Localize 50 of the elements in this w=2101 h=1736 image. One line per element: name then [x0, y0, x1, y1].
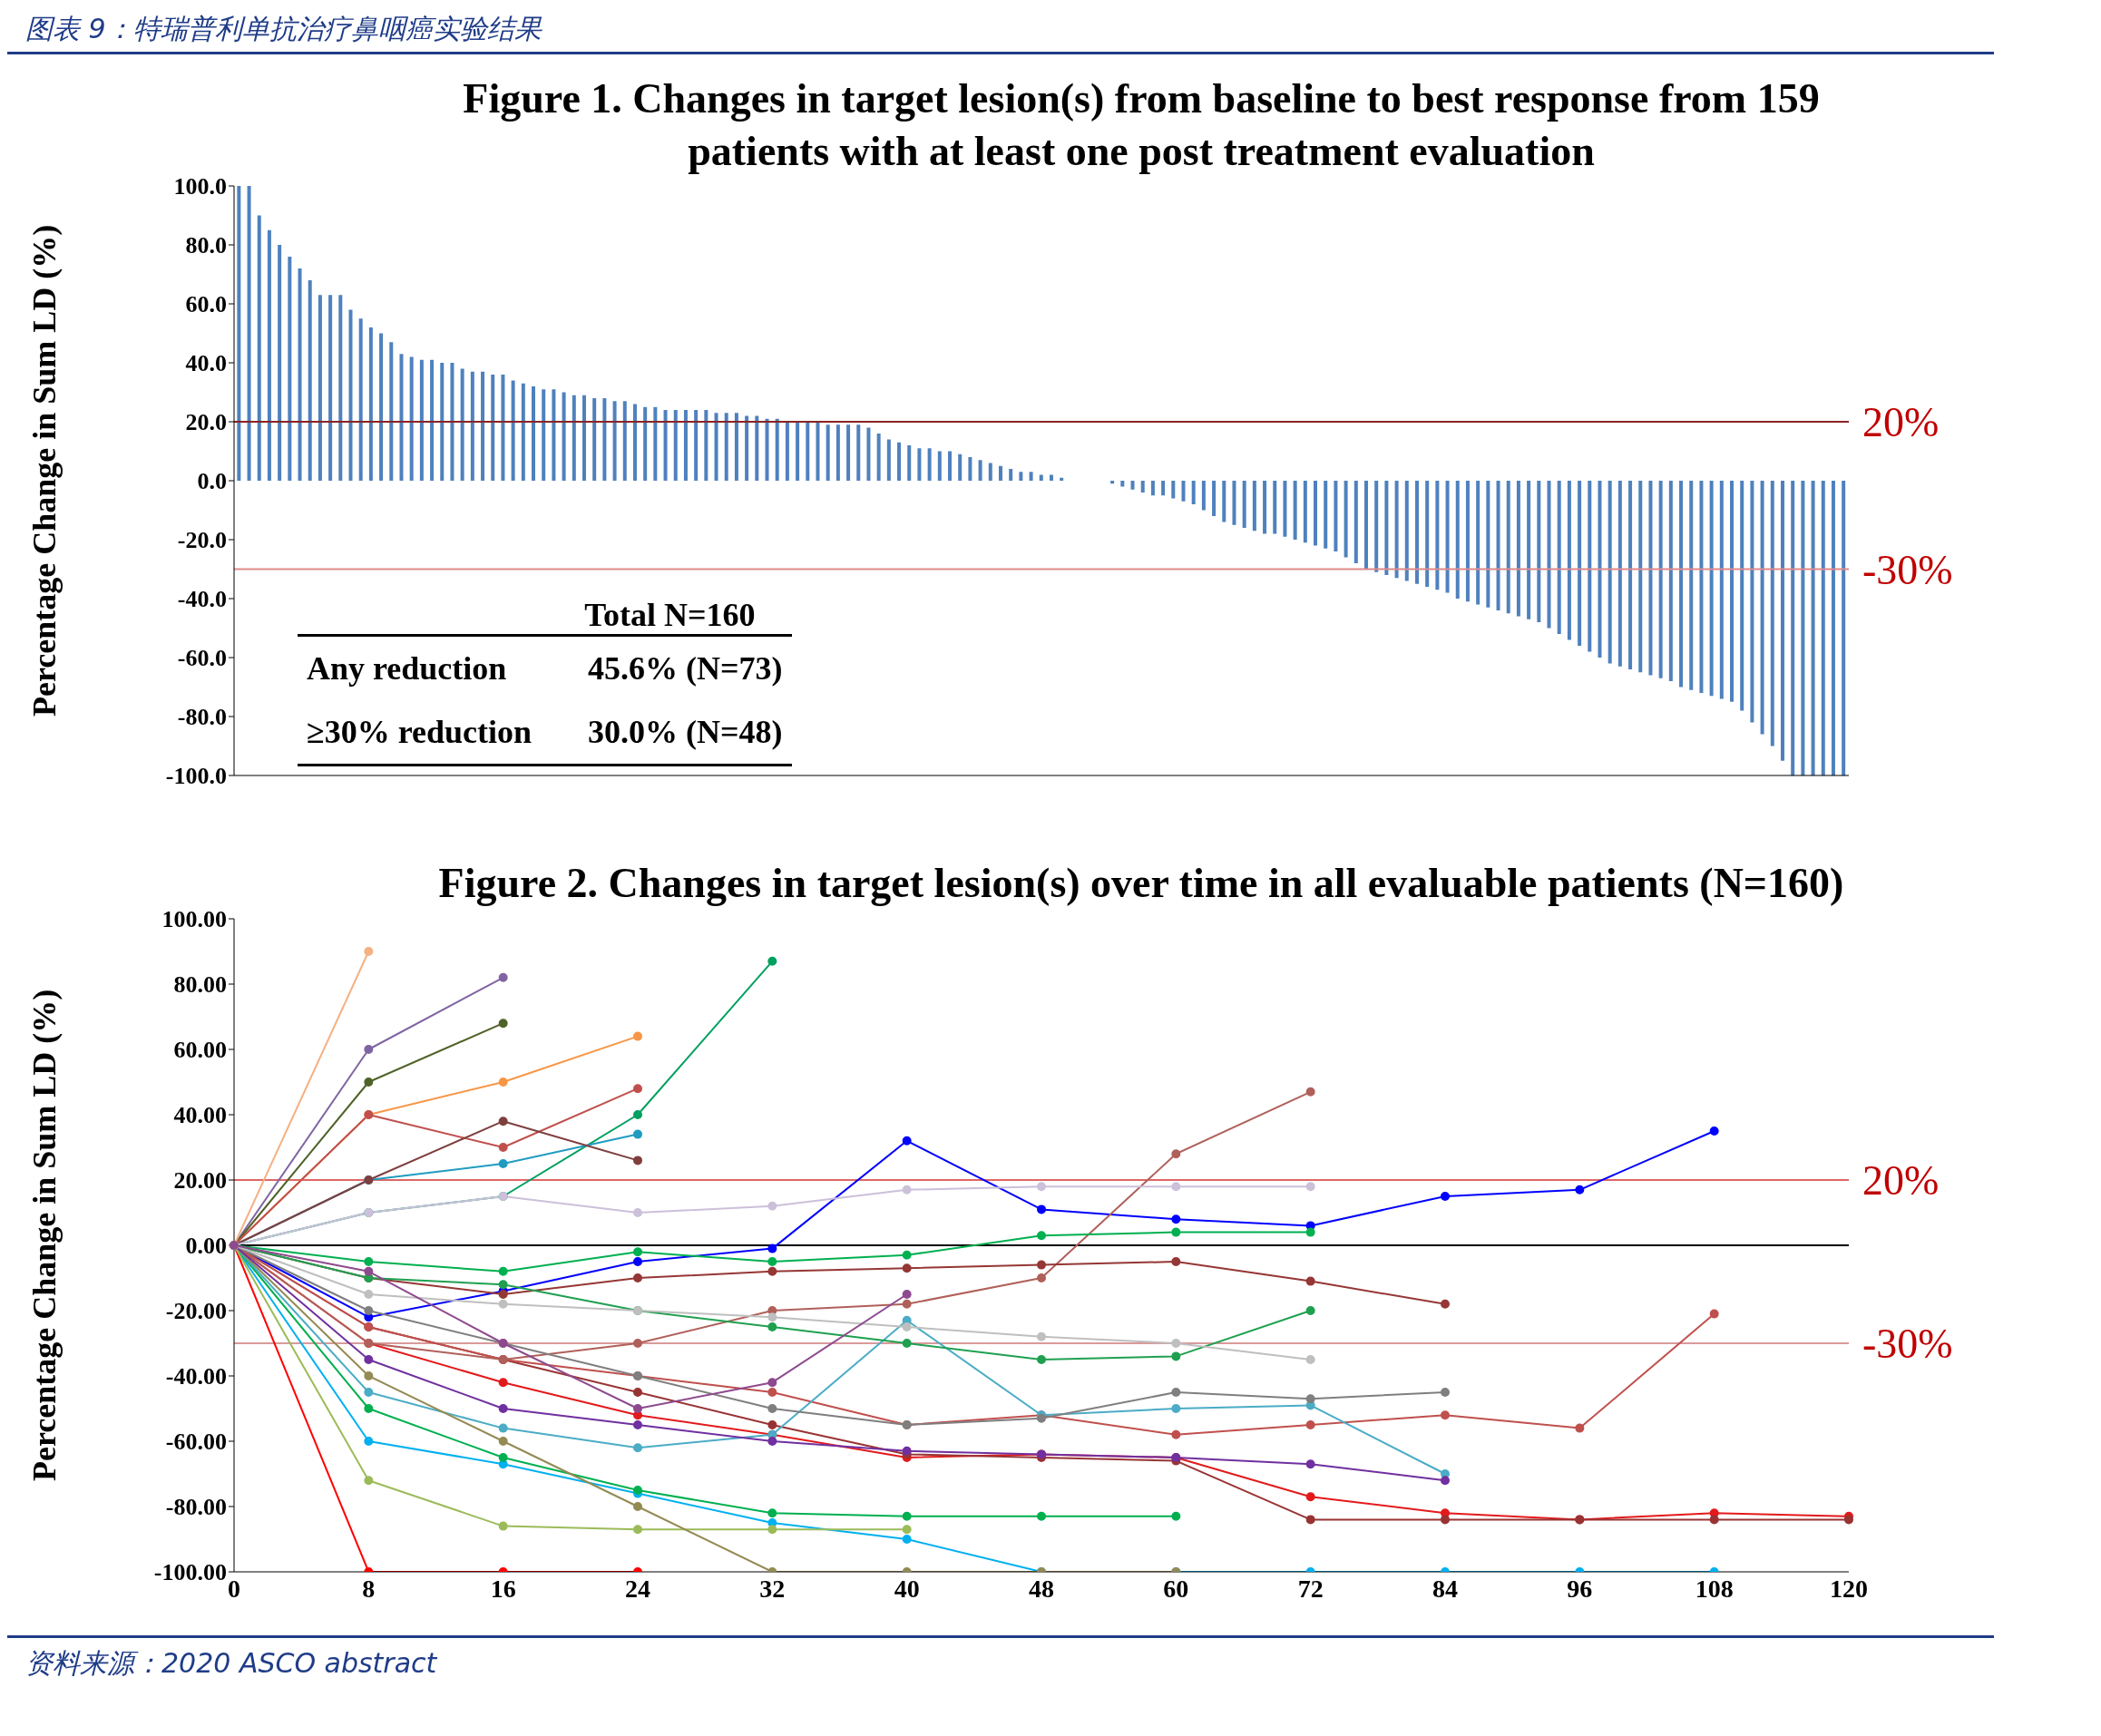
x-tick-label: 8	[362, 1574, 376, 1603]
x-tick-label: 48	[1029, 1574, 1054, 1603]
annotation: 30.0% (N=48)	[588, 713, 783, 751]
annotation: Total N=160	[298, 592, 792, 637]
y-axis-title: Percentage Change in Sum LD (%)	[25, 224, 63, 717]
y-axis-title: Percentage Change in Sum LD (%)	[25, 989, 63, 1481]
x-tick-label: 32	[759, 1574, 786, 1603]
text: 图表 9：特瑞普利单抗治疗鼻咽癌实验结果	[24, 12, 543, 46]
y-tick-label: 80.0	[185, 232, 227, 259]
y-tick-label: 60.00	[173, 1036, 227, 1063]
x-tick-label: 24	[625, 1574, 650, 1603]
y-tick-label: 20.00	[173, 1166, 227, 1194]
chart-title: Figure 1. Changes in target lesion(s) from baseline to best response from 159 patients with at least one post treatment evaluation	[462, 74, 1821, 176]
y-tick-label: -60.00	[165, 1428, 227, 1455]
y-tick-label: -100.0	[165, 763, 227, 790]
y-tick-label: -80.0	[177, 704, 227, 731]
chart-title: Figure 2. Changes in target lesion(s) over time in all evaluable patients (N=160)	[438, 860, 1844, 906]
annotation: ≥30% reduction	[307, 713, 533, 751]
x-tick-label: 16	[490, 1574, 516, 1603]
y-tick-label: -80.00	[165, 1493, 227, 1520]
y-tick-label: 100.0	[173, 173, 227, 200]
y-tick-label: -20.0	[177, 527, 227, 554]
ref-line-label: 20%	[1862, 1156, 1940, 1204]
x-tick-label: 72	[1297, 1574, 1324, 1603]
annotation: Any reduction	[307, 649, 508, 688]
x-tick-label: 120	[1830, 1574, 1868, 1603]
x-tick-label: 84	[1432, 1574, 1458, 1603]
y-tick-label: -40.00	[165, 1362, 227, 1390]
y-tick-label: -100.00	[153, 1558, 227, 1585]
y-tick-label: 0.00	[185, 1232, 227, 1259]
ref-line-label: -30%	[1862, 546, 1953, 593]
y-tick-label: 40.0	[185, 350, 227, 377]
y-tick-label: 20.0	[185, 409, 227, 436]
ref-line-label: -30%	[1862, 1320, 1953, 1367]
y-tick-label: -20.00	[165, 1297, 227, 1324]
y-tick-label: 80.00	[173, 970, 227, 998]
y-tick-label: 100.00	[161, 905, 227, 932]
y-tick-label: 60.0	[185, 291, 227, 318]
ref-line-label: 20%	[1862, 399, 1940, 446]
x-tick-label: 0	[228, 1574, 240, 1603]
y-tick-label: -40.0	[177, 586, 227, 613]
x-tick-label: 108	[1695, 1574, 1734, 1603]
y-tick-label: 0.0	[197, 468, 227, 495]
x-tick-label: 40	[894, 1574, 920, 1603]
x-tick-label: 60	[1163, 1574, 1189, 1603]
text: 资料来源：2020 ASCO abstract	[24, 1645, 438, 1681]
x-tick-label: 96	[1567, 1574, 1593, 1603]
annotation: 45.6% (N=73)	[588, 649, 783, 688]
y-tick-label: -60.0	[177, 645, 227, 672]
y-tick-label: 40.00	[173, 1101, 227, 1128]
